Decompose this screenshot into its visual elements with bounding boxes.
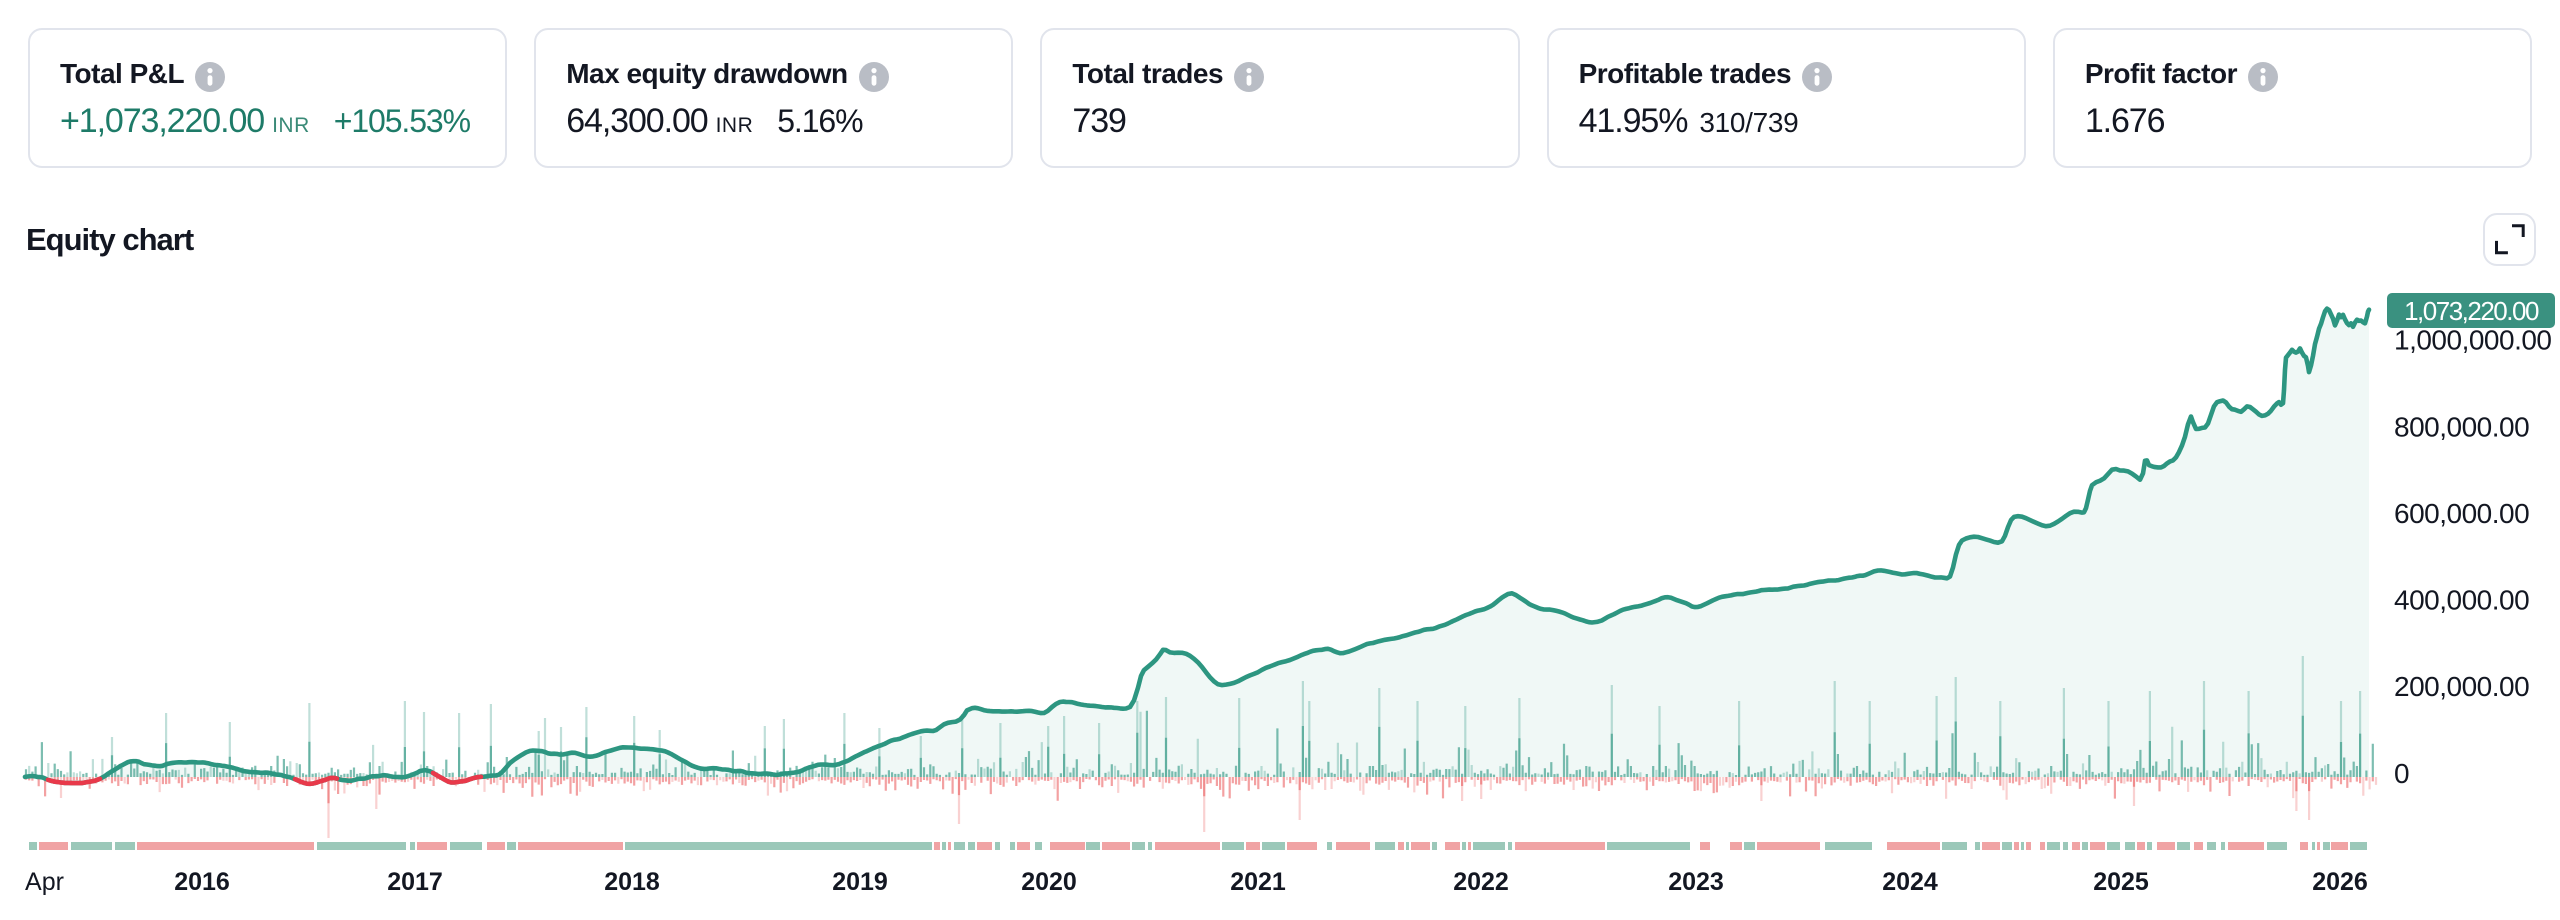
svg-text:Apr: Apr xyxy=(25,868,64,896)
svg-text:1,073,220.00: 1,073,220.00 xyxy=(2404,296,2539,326)
svg-text:2024: 2024 xyxy=(1882,868,1938,896)
svg-text:200,000.00: 200,000.00 xyxy=(2394,671,2529,702)
svg-text:800,000.00: 800,000.00 xyxy=(2394,411,2529,442)
svg-text:2016: 2016 xyxy=(174,868,230,896)
svg-text:2026: 2026 xyxy=(2312,868,2368,896)
svg-text:2018: 2018 xyxy=(604,868,660,896)
svg-text:2019: 2019 xyxy=(832,868,888,896)
svg-text:1,000,000.00: 1,000,000.00 xyxy=(2394,325,2552,356)
svg-text:400,000.00: 400,000.00 xyxy=(2394,585,2529,616)
svg-text:2020: 2020 xyxy=(1021,868,1077,896)
svg-text:0: 0 xyxy=(2394,758,2409,789)
svg-text:2021: 2021 xyxy=(1230,868,1286,896)
svg-text:2022: 2022 xyxy=(1453,868,1509,896)
svg-text:2023: 2023 xyxy=(1668,868,1724,896)
svg-text:2017: 2017 xyxy=(387,868,443,896)
svg-text:600,000.00: 600,000.00 xyxy=(2394,498,2529,529)
svg-text:2025: 2025 xyxy=(2093,868,2149,896)
